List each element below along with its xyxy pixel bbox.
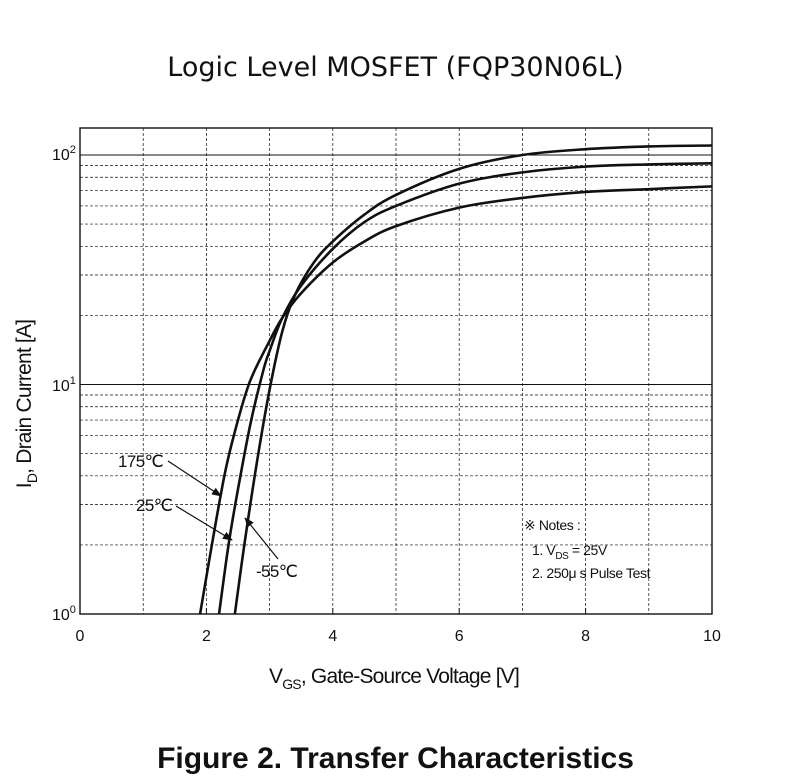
- arrow-175: [167, 460, 222, 497]
- x-axis-label: VGS, Gate-Source Voltage [V]: [269, 665, 519, 692]
- annotations: 175℃ 25℃ -55℃: [118, 452, 298, 581]
- figure-caption: Figure 2. Transfer Characteristics: [157, 742, 634, 775]
- note-1: 1. VDS = 25V: [532, 542, 608, 562]
- x-tick-label: 10: [703, 628, 721, 645]
- y-tick-label: 102: [52, 144, 76, 164]
- y-tick-label: 101: [52, 375, 76, 395]
- y-tick-label: 100: [52, 604, 76, 624]
- notes-box: ※ Notes : 1. VDS = 25V 2. 250μ s Pulse T…: [524, 517, 651, 581]
- x-axis-ticks: 0 2 4 6 8 10: [76, 608, 721, 645]
- arrow-m55: [244, 517, 279, 560]
- notes-title: ※ Notes :: [524, 517, 580, 533]
- y-axis-ticks: 100 101 102: [52, 144, 76, 624]
- note-2: 2. 250μ s Pulse Test: [532, 565, 651, 581]
- x-tick-label: 2: [202, 628, 211, 645]
- page-title: Logic Level MOSFET (FQP30N06L): [167, 52, 624, 83]
- series-label-25: 25℃: [136, 496, 172, 515]
- series-line-1: [217, 162, 713, 615]
- x-tick-label: 4: [328, 628, 337, 645]
- arrow-25: [175, 505, 233, 541]
- series-label-m55: -55℃: [256, 562, 297, 581]
- plot-frame: [79, 127, 713, 615]
- series-label-175: 175℃: [118, 452, 163, 471]
- y-axis-label: ID, Drain Current [A]: [13, 320, 40, 488]
- x-tick-label: 8: [581, 628, 590, 645]
- series-line-0: [198, 185, 713, 615]
- series-line-2: [233, 144, 713, 615]
- series-group: [198, 144, 713, 615]
- grid: [80, 128, 712, 614]
- x-tick-label: 0: [76, 628, 85, 645]
- x-tick-label: 6: [455, 628, 464, 645]
